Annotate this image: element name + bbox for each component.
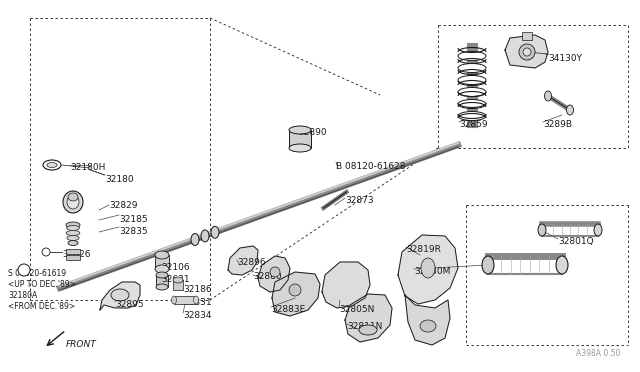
Ellipse shape	[420, 320, 436, 332]
Text: B 08120-61628: B 08120-61628	[336, 162, 406, 171]
Ellipse shape	[191, 234, 199, 246]
Text: 3289B: 3289B	[543, 120, 572, 129]
Ellipse shape	[67, 195, 79, 209]
Ellipse shape	[193, 296, 198, 304]
Ellipse shape	[156, 284, 168, 290]
Polygon shape	[258, 256, 290, 292]
Text: 32826: 32826	[62, 250, 90, 259]
Text: 32801Q: 32801Q	[558, 237, 594, 246]
Text: 32830M: 32830M	[414, 267, 451, 276]
Text: 32835: 32835	[119, 227, 148, 236]
Ellipse shape	[289, 144, 311, 152]
Circle shape	[270, 267, 280, 277]
Ellipse shape	[67, 225, 79, 231]
Text: 32805N: 32805N	[339, 305, 374, 314]
Circle shape	[42, 248, 50, 256]
Polygon shape	[272, 272, 320, 316]
Text: 32890: 32890	[298, 128, 326, 137]
Circle shape	[523, 48, 531, 56]
Text: 32895: 32895	[115, 300, 143, 309]
Text: 32631: 32631	[161, 275, 189, 284]
Polygon shape	[100, 282, 140, 310]
Text: S: S	[22, 267, 26, 273]
Polygon shape	[228, 246, 258, 275]
Ellipse shape	[211, 226, 219, 238]
Bar	[156, 275, 168, 287]
Ellipse shape	[172, 296, 177, 304]
Ellipse shape	[201, 230, 209, 242]
Text: A398A 0.50: A398A 0.50	[575, 349, 620, 358]
Text: 32185: 32185	[119, 215, 148, 224]
Polygon shape	[405, 295, 450, 345]
Bar	[522, 32, 532, 40]
Text: 32811N: 32811N	[347, 322, 382, 331]
Bar	[289, 130, 311, 148]
Polygon shape	[322, 262, 370, 308]
Ellipse shape	[421, 258, 435, 278]
Text: 32834: 32834	[183, 311, 211, 320]
Ellipse shape	[66, 222, 80, 228]
Bar	[155, 255, 169, 269]
Ellipse shape	[566, 105, 573, 115]
Text: 32896: 32896	[237, 258, 266, 267]
Ellipse shape	[458, 51, 486, 61]
Ellipse shape	[173, 277, 183, 283]
Ellipse shape	[458, 87, 486, 96]
Ellipse shape	[538, 224, 546, 236]
Ellipse shape	[155, 265, 169, 273]
Ellipse shape	[68, 241, 78, 246]
Text: 32819R: 32819R	[406, 245, 441, 254]
Text: 32880: 32880	[253, 272, 282, 281]
Circle shape	[18, 264, 30, 276]
Ellipse shape	[545, 91, 552, 101]
Text: 32180A: 32180A	[8, 291, 37, 300]
Ellipse shape	[67, 235, 79, 241]
Text: 32831: 32831	[183, 298, 212, 307]
Ellipse shape	[68, 193, 78, 201]
Ellipse shape	[458, 64, 486, 73]
Bar	[173, 280, 183, 290]
Text: FRONT: FRONT	[66, 340, 97, 349]
Ellipse shape	[458, 99, 486, 109]
Ellipse shape	[155, 251, 169, 259]
Bar	[66, 249, 80, 254]
Bar	[66, 255, 80, 260]
Ellipse shape	[47, 163, 57, 167]
Text: 32180H: 32180H	[70, 163, 106, 172]
Text: 32186: 32186	[183, 285, 212, 294]
Text: 32873: 32873	[345, 196, 374, 205]
Text: S 08320-61619: S 08320-61619	[8, 269, 66, 278]
Text: 32859: 32859	[459, 120, 488, 129]
Ellipse shape	[63, 191, 83, 213]
Ellipse shape	[66, 231, 80, 235]
Polygon shape	[398, 235, 458, 304]
Ellipse shape	[43, 160, 61, 170]
Ellipse shape	[458, 76, 486, 84]
Text: 32883E: 32883E	[271, 305, 305, 314]
Ellipse shape	[594, 224, 602, 236]
Text: <FROM DEC.'89>: <FROM DEC.'89>	[8, 302, 75, 311]
Text: 32829: 32829	[109, 201, 138, 210]
Text: <UP TO DEC.'89>: <UP TO DEC.'89>	[8, 280, 76, 289]
Bar	[174, 296, 196, 304]
Circle shape	[289, 284, 301, 296]
Polygon shape	[345, 294, 392, 342]
Ellipse shape	[156, 272, 168, 278]
Circle shape	[519, 44, 535, 60]
Text: 32180: 32180	[105, 175, 134, 184]
Ellipse shape	[458, 112, 486, 121]
Ellipse shape	[111, 289, 129, 301]
Text: 34130Y: 34130Y	[548, 54, 582, 63]
Ellipse shape	[289, 126, 311, 134]
Polygon shape	[505, 35, 548, 68]
Ellipse shape	[556, 256, 568, 274]
Ellipse shape	[482, 256, 494, 274]
Ellipse shape	[359, 325, 377, 335]
Text: 32106: 32106	[161, 263, 189, 272]
